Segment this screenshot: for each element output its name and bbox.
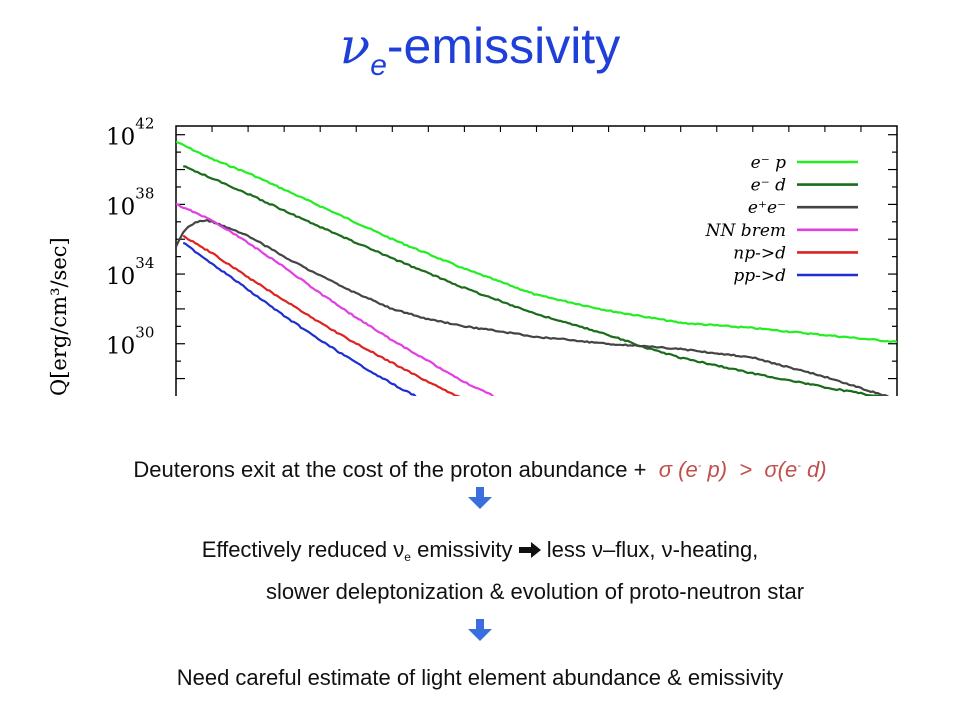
y-tick-label: 1030 xyxy=(106,324,154,360)
y-tick-label: 1038 xyxy=(106,184,154,220)
title-subscript: e xyxy=(370,49,387,82)
statement-careful-estimate: Need careful estimate of light element a… xyxy=(176,665,784,690)
expr-sup: - xyxy=(697,460,702,472)
sigma-symbol: σ xyxy=(764,457,778,482)
y-tick-label: 1034 xyxy=(106,254,154,290)
y-tick-base: 10 xyxy=(106,334,135,360)
down-arrow-icon xyxy=(468,487,492,509)
expr-part: (e xyxy=(678,457,698,482)
line2-part: -heating, xyxy=(672,537,759,562)
line1-prefix: Deuterons exit at the cost of the proton… xyxy=(133,457,647,482)
series-line xyxy=(176,218,890,396)
chart-series xyxy=(176,140,897,396)
title-nu: ν xyxy=(339,17,371,75)
legend-label: e⁻ p xyxy=(751,153,786,173)
y-axis-label: Q[erg/cm³/sec] xyxy=(47,237,71,396)
y-tick-label: 1042 xyxy=(106,115,154,151)
statement-deleptonization: slower deleptonization & evolution of pr… xyxy=(265,579,805,604)
line2-part: less xyxy=(546,537,586,562)
y-tick-base: 10 xyxy=(106,264,135,290)
legend-label: e⁻ d xyxy=(751,176,786,196)
y-tick-exponent: 30 xyxy=(135,324,154,342)
down-arrow-icon xyxy=(468,619,492,641)
nu-symbol: ν xyxy=(393,537,405,562)
series-line xyxy=(182,241,417,396)
nu-subscript: e xyxy=(404,550,411,564)
legend-label: e⁺e⁻ xyxy=(748,198,786,218)
series-line xyxy=(182,234,461,396)
statement-deuterons: Deuterons exit at the cost of the proton… xyxy=(0,452,960,484)
legend-label: pp->d xyxy=(733,266,786,286)
series-line xyxy=(176,202,496,396)
series-line xyxy=(183,165,885,396)
statement-reduced-emissivity: Effectively reduced νe emissivity less ν… xyxy=(0,536,960,571)
legend-label: NN brem xyxy=(705,221,786,241)
expr-part: p) xyxy=(707,457,728,482)
legend-label: np->d xyxy=(733,243,786,263)
expr-sup: - xyxy=(797,460,801,472)
line2-part: Effectively reduced xyxy=(201,537,388,562)
right-arrow-icon xyxy=(518,542,541,558)
y-tick-exponent: 38 xyxy=(135,184,154,202)
y-tick-base: 10 xyxy=(106,194,135,220)
sigma-symbol: σ xyxy=(658,457,672,482)
sigma-ep-expression: σ (e- p) > σ(e- d) xyxy=(659,457,827,482)
plot-frame xyxy=(175,125,898,396)
title-rest: -emissivity xyxy=(386,18,621,74)
y-tick-exponent: 42 xyxy=(135,115,154,133)
line2-part: emissivity xyxy=(417,537,513,562)
expr-gt: > xyxy=(739,457,753,482)
expr-part: d) xyxy=(807,457,827,482)
nu-symbol: ν xyxy=(661,537,673,562)
line2-part: –flux, xyxy=(602,537,656,562)
series-line xyxy=(176,140,897,344)
y-tick-base: 10 xyxy=(106,125,135,151)
y-tick-exponent: 34 xyxy=(135,254,154,272)
nu-symbol: ν xyxy=(591,537,603,562)
expr-part: (e xyxy=(777,457,798,482)
page-title: νe-emissivity xyxy=(0,14,960,98)
